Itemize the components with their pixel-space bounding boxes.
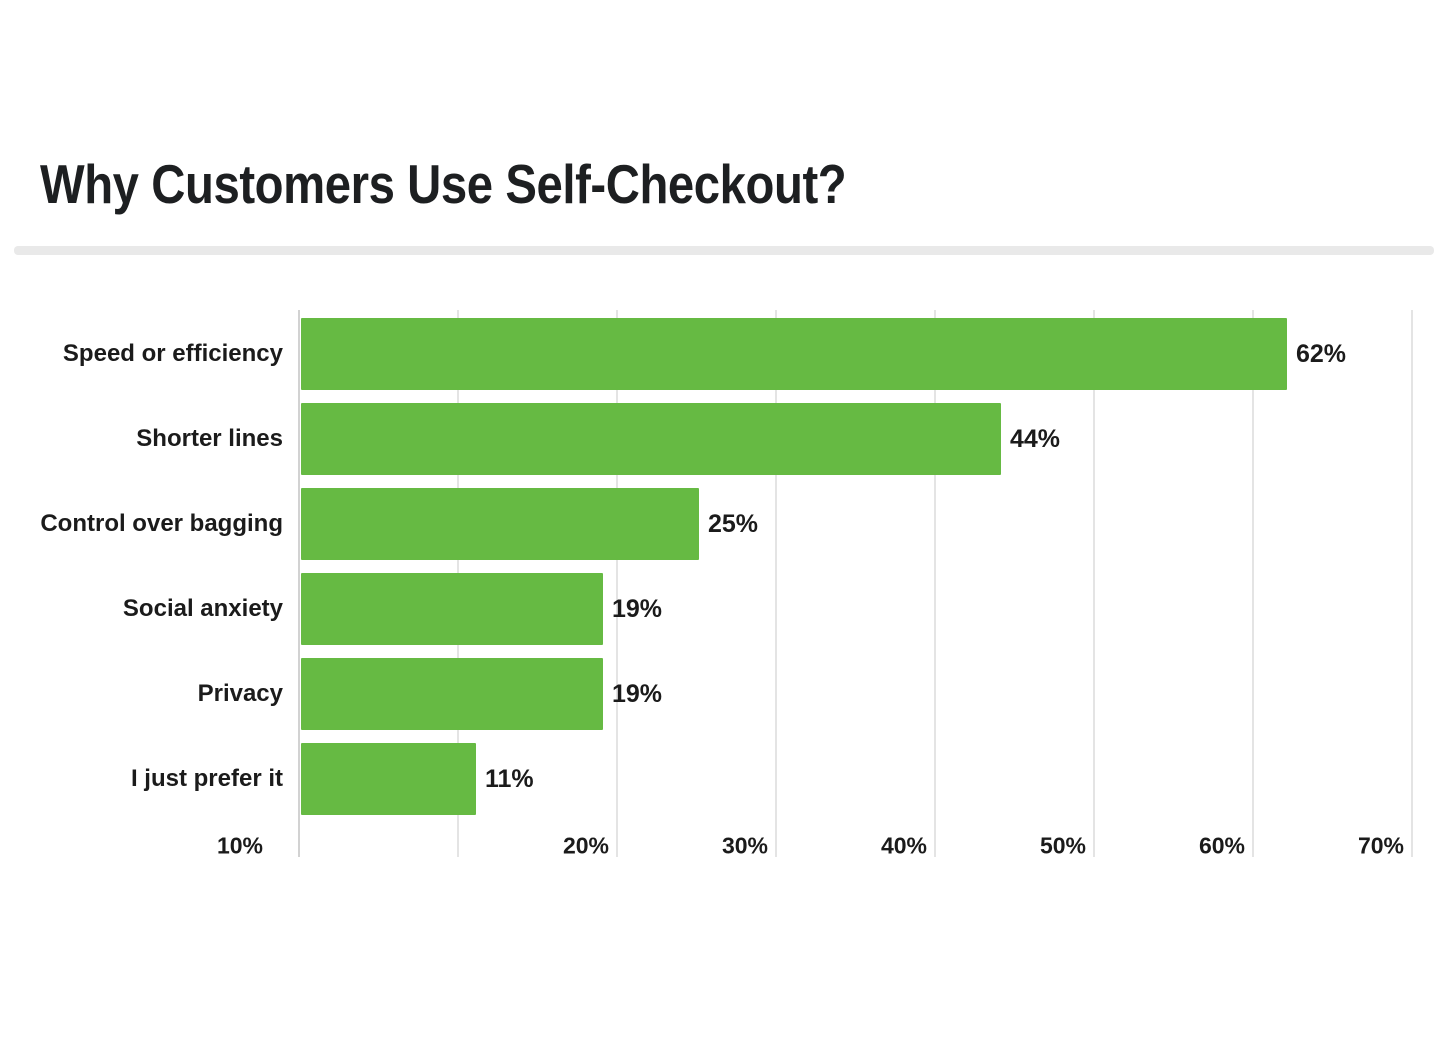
category-label: Speed or efficiency [62,340,283,367]
bar [301,743,476,815]
value-label: 25% [708,509,759,538]
value-label: 44% [1010,424,1061,453]
value-label: 19% [612,679,663,708]
category-label: Social anxiety [122,595,283,622]
category-label: Control over bagging [40,510,283,537]
bar [301,318,1287,390]
chart-title: Why Customers Use Self-Checkout? [40,153,847,215]
gridline [775,310,777,857]
category-label: Privacy [197,680,283,707]
value-label: 19% [612,594,663,623]
x-tick-label: 50% [1039,832,1087,859]
category-label: I just prefer it [130,765,283,792]
bar [301,403,1001,475]
gridline [934,310,936,857]
bar [301,488,699,560]
x-tick-label: 40% [880,832,928,859]
x-tick-label: 60% [1198,832,1246,859]
title-divider [14,246,1434,255]
y-axis-line [298,310,300,857]
value-label: 11% [485,764,534,793]
gridline [1093,310,1095,857]
gridline [616,310,618,857]
x-tick-label: 20% [562,832,610,859]
bar [301,573,603,645]
x-tick-label: 30% [721,832,769,859]
bar [301,658,603,730]
value-label: 62% [1296,339,1347,368]
gridline [1411,310,1413,857]
x-tick-label: 10% [216,832,264,859]
category-label: Shorter lines [136,425,283,452]
x-tick-label: 70% [1357,832,1405,859]
gridline [1252,310,1254,857]
